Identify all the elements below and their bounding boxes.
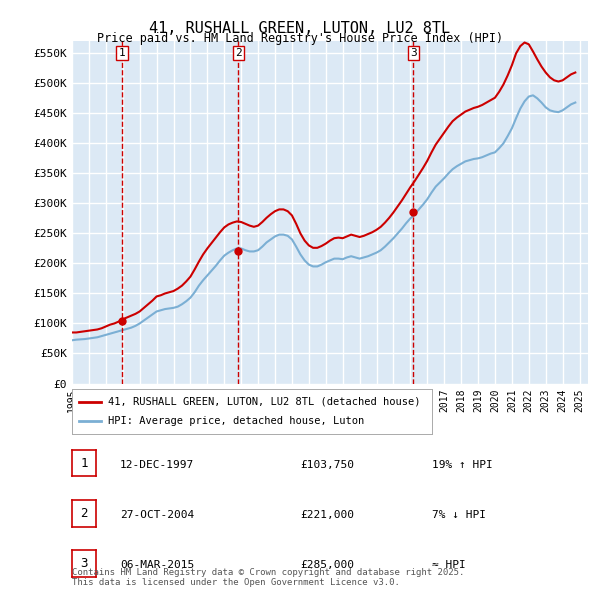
Text: 3: 3 [410, 48, 417, 58]
Text: 2: 2 [235, 48, 242, 58]
Text: £221,000: £221,000 [300, 510, 354, 520]
Text: 41, RUSHALL GREEN, LUTON, LU2 8TL (detached house): 41, RUSHALL GREEN, LUTON, LU2 8TL (detac… [108, 397, 421, 407]
Text: 2: 2 [80, 507, 88, 520]
Text: 12-DEC-1997: 12-DEC-1997 [120, 460, 194, 470]
Text: 06-MAR-2015: 06-MAR-2015 [120, 560, 194, 570]
Text: 3: 3 [80, 557, 88, 570]
Text: Price paid vs. HM Land Registry's House Price Index (HPI): Price paid vs. HM Land Registry's House … [97, 32, 503, 45]
Text: 41, RUSHALL GREEN, LUTON, LU2 8TL: 41, RUSHALL GREEN, LUTON, LU2 8TL [149, 21, 451, 35]
Text: 7% ↓ HPI: 7% ↓ HPI [432, 510, 486, 520]
Text: £285,000: £285,000 [300, 560, 354, 570]
Text: £103,750: £103,750 [300, 460, 354, 470]
Text: HPI: Average price, detached house, Luton: HPI: Average price, detached house, Luto… [108, 417, 364, 426]
Text: 19% ↑ HPI: 19% ↑ HPI [432, 460, 493, 470]
Text: Contains HM Land Registry data © Crown copyright and database right 2025.
This d: Contains HM Land Registry data © Crown c… [72, 568, 464, 587]
Text: 1: 1 [119, 48, 125, 58]
Text: 27-OCT-2004: 27-OCT-2004 [120, 510, 194, 520]
Text: 1: 1 [80, 457, 88, 470]
Text: ≈ HPI: ≈ HPI [432, 560, 466, 570]
